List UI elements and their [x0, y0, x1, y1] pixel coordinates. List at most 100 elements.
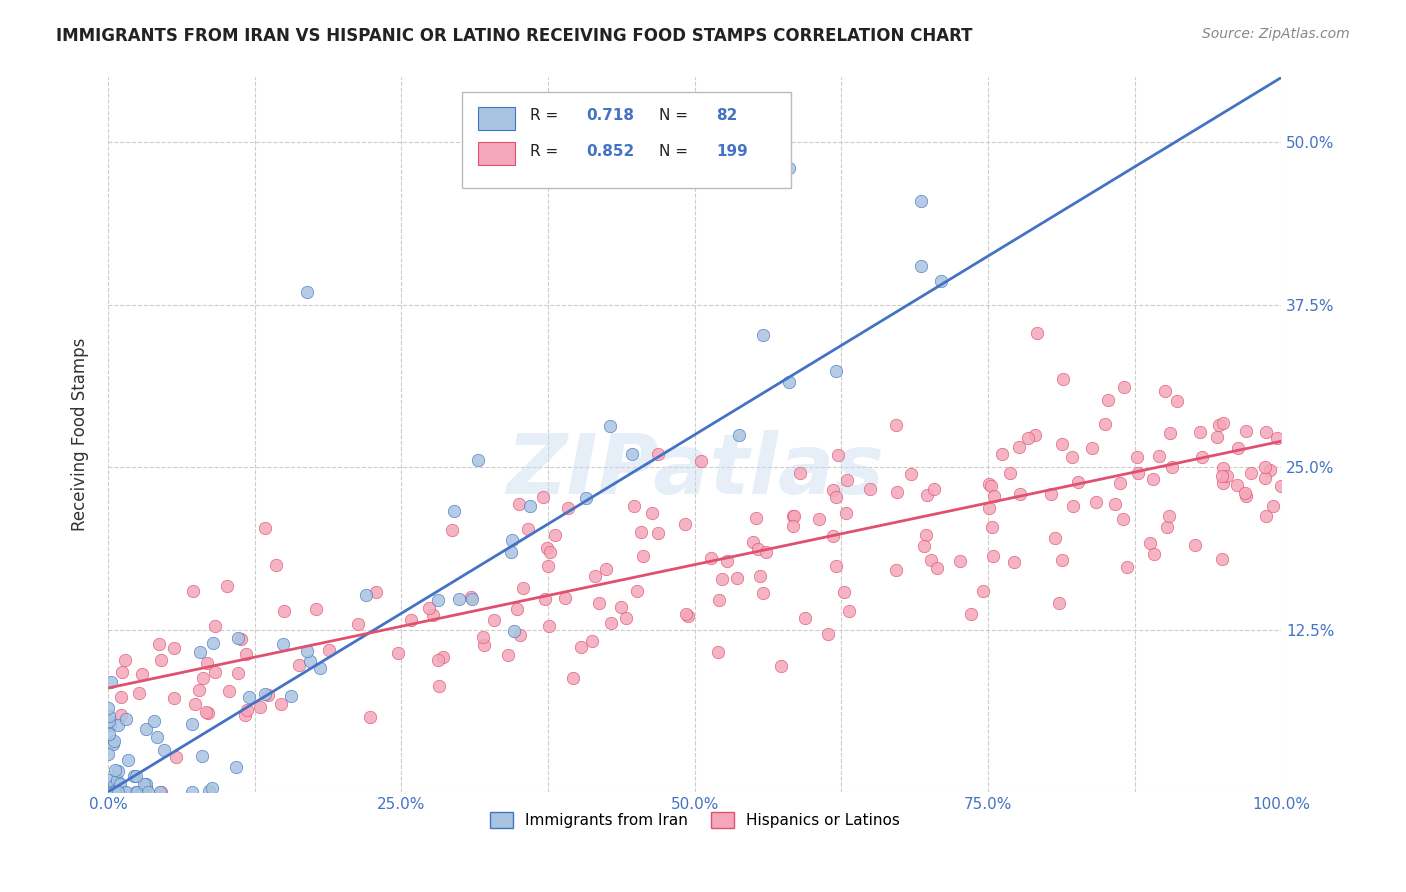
- Point: [1085, 494, 1108, 508]
- Point: [1234, 486, 1257, 500]
- Point: [823, 483, 845, 498]
- Point: [107, 764, 129, 779]
- Point: [900, 467, 922, 481]
- Point: [101, 737, 124, 751]
- Point: [983, 549, 1005, 563]
- Point: [537, 558, 560, 573]
- Point: [288, 657, 311, 672]
- Point: [1062, 450, 1084, 465]
- Point: [100, 674, 122, 689]
- Point: [231, 632, 253, 646]
- Point: [1191, 450, 1213, 464]
- Point: [347, 616, 370, 631]
- Point: [538, 619, 561, 633]
- Point: [148, 637, 170, 651]
- Point: [707, 592, 730, 607]
- Point: [1234, 489, 1257, 503]
- Point: [1258, 463, 1281, 477]
- Point: [135, 777, 157, 791]
- Point: [1126, 466, 1149, 480]
- Point: [399, 614, 422, 628]
- Point: [1024, 428, 1046, 442]
- Point: [235, 647, 257, 661]
- Point: [114, 653, 136, 667]
- Point: [1025, 326, 1047, 340]
- Point: [299, 654, 322, 668]
- Point: [1256, 425, 1278, 439]
- Point: [264, 558, 287, 572]
- Point: [135, 723, 157, 737]
- Point: [700, 551, 723, 566]
- FancyBboxPatch shape: [478, 107, 515, 129]
- Point: [595, 562, 617, 576]
- Point: [929, 274, 952, 288]
- Point: [1047, 596, 1070, 610]
- Point: [531, 491, 554, 505]
- Point: [910, 194, 932, 208]
- Point: [1109, 476, 1132, 491]
- Point: [1139, 536, 1161, 550]
- Point: [201, 780, 224, 795]
- Point: [647, 526, 669, 541]
- Point: [359, 710, 381, 724]
- Point: [502, 624, 524, 639]
- Point: [751, 328, 773, 343]
- Point: [1114, 380, 1136, 394]
- Point: [297, 285, 319, 299]
- Point: [426, 653, 449, 667]
- Point: [98, 783, 121, 797]
- Point: [104, 764, 127, 778]
- Point: [131, 785, 153, 799]
- Point: [834, 584, 856, 599]
- Point: [1227, 441, 1250, 455]
- Point: [270, 698, 292, 712]
- Point: [125, 769, 148, 783]
- Point: [100, 785, 122, 799]
- Point: [105, 785, 128, 799]
- Point: [675, 516, 697, 531]
- Point: [1008, 486, 1031, 500]
- Point: [135, 780, 157, 795]
- Text: 0.852: 0.852: [586, 144, 636, 159]
- Point: [197, 784, 219, 798]
- Point: [97, 747, 120, 762]
- Point: [236, 702, 259, 716]
- Point: [1205, 430, 1227, 444]
- Point: [914, 527, 936, 541]
- Point: [1166, 393, 1188, 408]
- Point: [110, 708, 132, 723]
- Point: [626, 583, 648, 598]
- Point: [884, 563, 907, 577]
- Point: [920, 553, 942, 567]
- Text: ZIPatlas: ZIPatlas: [506, 430, 883, 511]
- Point: [103, 734, 125, 748]
- Point: [817, 627, 839, 641]
- Point: [254, 687, 277, 701]
- Point: [571, 640, 593, 654]
- Point: [1254, 471, 1277, 485]
- Point: [254, 521, 277, 535]
- Point: [471, 630, 494, 644]
- Point: [101, 785, 124, 799]
- Point: [575, 491, 598, 506]
- Point: [100, 772, 122, 787]
- Point: [1050, 553, 1073, 567]
- Point: [1212, 460, 1234, 475]
- Point: [599, 419, 621, 434]
- Point: [98, 718, 121, 732]
- Point: [131, 667, 153, 681]
- Text: R =: R =: [530, 108, 564, 123]
- Point: [460, 590, 482, 604]
- Point: [297, 643, 319, 657]
- Point: [1116, 560, 1139, 574]
- Point: [149, 785, 172, 799]
- Point: [163, 641, 186, 656]
- Point: [1094, 417, 1116, 432]
- Point: [103, 785, 125, 799]
- Point: [647, 447, 669, 461]
- Point: [235, 708, 257, 723]
- Point: [104, 782, 127, 797]
- Point: [519, 499, 541, 513]
- Point: [630, 525, 652, 540]
- Point: [1067, 475, 1090, 490]
